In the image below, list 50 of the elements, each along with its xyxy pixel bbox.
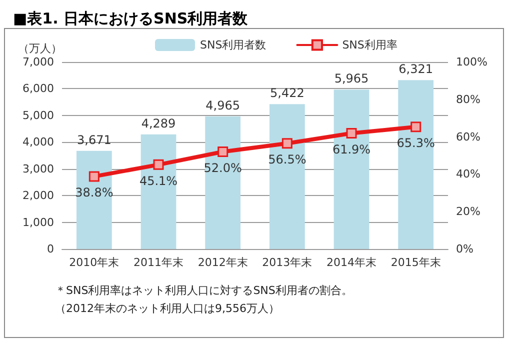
y-tick-label: 2,000 <box>22 189 54 202</box>
data-label: 5,965 <box>334 72 369 86</box>
bar <box>334 90 370 249</box>
y2-tick-label: 100% <box>456 56 488 68</box>
x-tick-label: 2015年末 <box>390 256 441 269</box>
data-label: 56.5% <box>268 152 306 167</box>
data-label: 6,321 <box>398 62 434 76</box>
point <box>346 128 357 138</box>
data-label: 5,422 <box>270 86 304 100</box>
y-tick-label: 4,000 <box>22 136 54 149</box>
point <box>218 146 228 158</box>
bar <box>76 150 112 249</box>
legend-label: SNS利用率 <box>342 38 398 52</box>
y-tick-label: 3,000 <box>22 162 54 176</box>
x-tick-label: 2013年末 <box>262 256 312 269</box>
data-label: 52.0% <box>204 161 242 176</box>
y-tick-label: 0 <box>47 242 54 256</box>
data-label: 3,671 <box>76 132 112 147</box>
x-tick-label: 2011年末 <box>134 256 184 269</box>
x-tick-label: 2014年末 <box>326 256 376 269</box>
text: （2012年末のネット利用人口は9,556万人） <box>55 302 280 315</box>
data-label: 65.3% <box>396 136 435 150</box>
data-label: 4,965 <box>206 98 240 112</box>
bar <box>205 116 241 249</box>
data-label: 38.8% <box>75 186 114 200</box>
point <box>88 171 100 182</box>
legend-label: SNS利用者数 <box>200 38 266 52</box>
point <box>410 122 422 132</box>
point <box>153 159 164 170</box>
bar <box>140 134 176 249</box>
data-label: 45.1% <box>139 174 178 188</box>
y2-tick-label: 80% <box>456 92 480 106</box>
y-tick-label: 1,000 <box>22 216 54 229</box>
y-tick-label: 6,000 <box>22 82 54 96</box>
data-label: 4,289 <box>141 116 176 130</box>
y2-tick-label: 20% <box>456 205 480 218</box>
x-tick-label: 2010年末 <box>69 256 120 269</box>
point <box>282 138 292 149</box>
x-tick-label: 2012年末 <box>198 256 248 269</box>
y-tick-label: 5,000 <box>22 108 54 122</box>
text: ＊SNS利用率はネット利用人口に対するSNS利用者の割合。 <box>55 284 352 297</box>
y2-tick-label: 40% <box>456 168 480 181</box>
y2-tick-label: 60% <box>456 130 480 144</box>
y2-tick-label: 0% <box>456 242 474 256</box>
y-axis-title: （万人） <box>18 42 62 55</box>
chart-title: ■表1. 日本におけるSNS利用者数 <box>13 10 249 28</box>
bar <box>398 80 434 249</box>
y-tick-label: 7,000 <box>22 56 54 68</box>
data-label: 61.9% <box>332 142 371 156</box>
bar <box>269 104 305 249</box>
